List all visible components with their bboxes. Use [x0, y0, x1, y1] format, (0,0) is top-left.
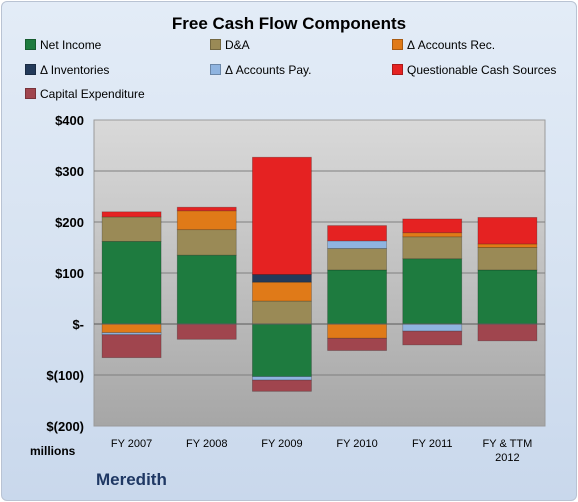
bar-segment: [252, 281, 312, 302]
x-tick-label: FY & TTM 2012: [483, 438, 533, 464]
legend-label: Net Income: [40, 38, 102, 52]
bar-segment: [477, 323, 538, 342]
legend-label: Questionable Cash Sources: [407, 63, 557, 77]
legend-swatch: [25, 64, 36, 75]
bar-segment: [402, 330, 463, 346]
legend-item-questionable-cash-sources: Questionable Cash Sources: [392, 63, 556, 77]
legend-swatch: [392, 39, 403, 50]
legend-swatch: [25, 88, 36, 99]
bar-segment: [252, 300, 312, 325]
bar-segment: [176, 254, 237, 325]
bar-segment: [101, 211, 162, 218]
legend-item-capital-expenditure: Capital Expenditure: [25, 87, 145, 101]
legend-label: Δ Accounts Rec.: [407, 38, 496, 52]
legend-label: Δ Inventories: [40, 63, 110, 77]
bar-segment: [402, 258, 463, 325]
legend-swatch: [210, 39, 221, 50]
bar-segment: [252, 376, 312, 381]
bar-segment: [327, 269, 387, 325]
bar-segment: [101, 240, 162, 325]
bar-segment: [327, 240, 387, 249]
legend-item-d-and-a: D&A: [210, 38, 250, 52]
legend-item-inventories: Δ Inventories: [25, 63, 109, 77]
bar-segment: [477, 243, 538, 248]
bar-segment: [252, 379, 312, 392]
legend-label: Capital Expenditure: [40, 87, 145, 101]
legend-swatch: [25, 39, 36, 50]
y-tick-label: $300: [55, 164, 84, 179]
bar-segment: [176, 206, 237, 212]
x-tick-label: FY 2009: [261, 438, 302, 450]
bar-segment: [327, 337, 387, 351]
bar-segment: [477, 217, 538, 245]
bar-segment: [101, 323, 162, 334]
bar-segment: [327, 225, 387, 242]
bar-segment: [402, 236, 463, 260]
y-tick-label: $(200): [46, 419, 84, 434]
bar-segment: [327, 323, 387, 339]
bar-segment: [477, 269, 538, 325]
legend-item-net-income: Net Income: [25, 38, 101, 52]
bar-segment: [402, 323, 463, 332]
legend-item-accounts-rec: Δ Accounts Rec.: [392, 38, 495, 52]
bar-segment: [101, 216, 162, 242]
bar-segment: [101, 334, 162, 359]
legend-item-accounts-pay: Δ Accounts Pay.: [210, 63, 312, 77]
y-tick-label: $200: [55, 215, 84, 230]
bar-segment: [252, 156, 312, 275]
bar-segment: [477, 247, 538, 271]
units-label: millions: [30, 444, 76, 458]
bar-segment: [252, 323, 312, 377]
y-tick-label: $(100): [46, 368, 84, 383]
legend-label: Δ Accounts Pay.: [225, 63, 312, 77]
bar-segment: [176, 229, 237, 256]
bar-segment: [252, 274, 312, 283]
y-tick-label: $400: [55, 113, 84, 128]
x-tick-label: FY 2010: [336, 438, 377, 450]
bar-segment: [176, 210, 237, 231]
y-tick-label: $100: [55, 266, 84, 281]
x-tick-label: FY 2007: [111, 438, 152, 450]
bar-segment: [327, 248, 387, 271]
legend-swatch: [392, 64, 403, 75]
legend-label: D&A: [225, 38, 250, 52]
company-name: Meredith: [96, 470, 167, 489]
y-tick-label: $-: [72, 317, 84, 332]
x-tick-label: FY 2008: [186, 438, 227, 450]
bar-segment: [402, 232, 463, 238]
bar-segment: [402, 218, 463, 234]
x-tick-label: FY 2011: [412, 438, 453, 450]
bar-segment: [176, 323, 237, 340]
legend-swatch: [210, 64, 221, 75]
chart-title: Free Cash Flow Components: [171, 14, 407, 33]
